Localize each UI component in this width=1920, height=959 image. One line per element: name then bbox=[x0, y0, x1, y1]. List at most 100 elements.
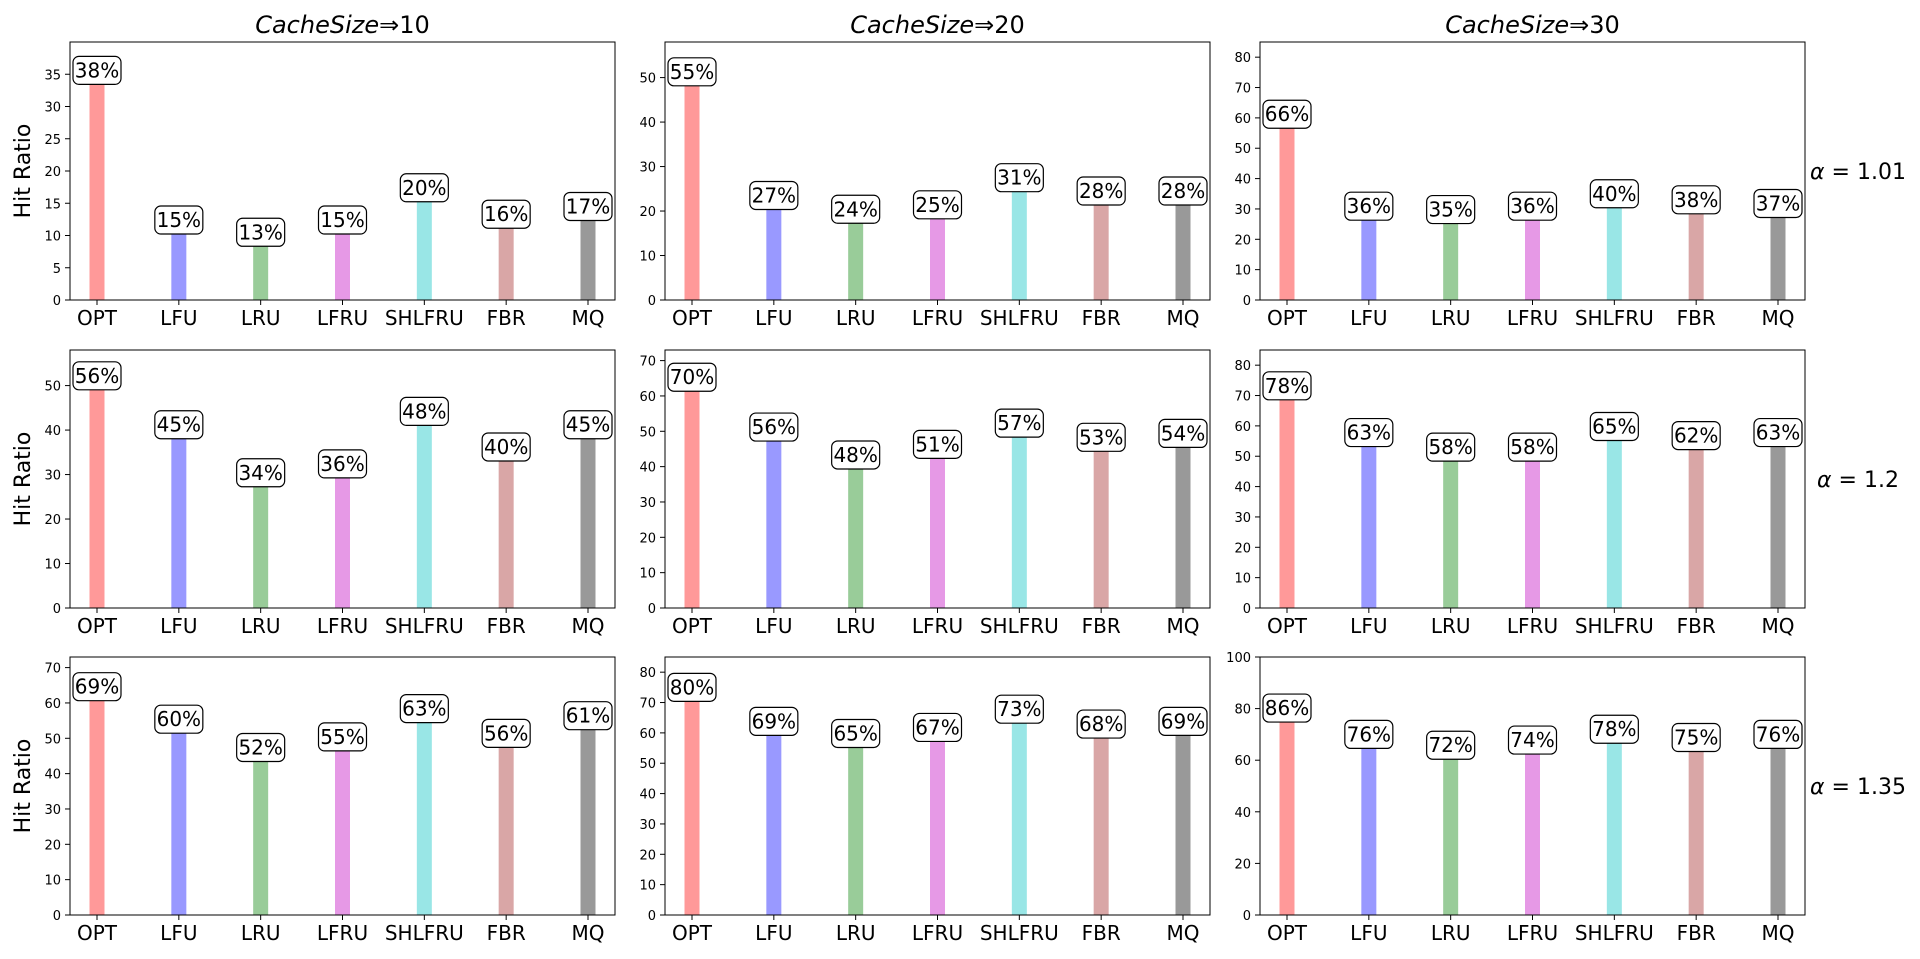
x-tick-label: OPT bbox=[77, 921, 118, 945]
y-tick-label: 30 bbox=[1234, 203, 1251, 218]
bar-shlfru bbox=[416, 708, 432, 915]
data-label: 86% bbox=[1265, 696, 1309, 720]
y-tick-label: 70 bbox=[1234, 82, 1251, 97]
bar-mq bbox=[1770, 432, 1786, 608]
y-tick-label: 80 bbox=[639, 666, 656, 681]
data-label-box bbox=[154, 205, 204, 235]
x-tick-label: FBR bbox=[1677, 614, 1716, 638]
bar-opt bbox=[1279, 114, 1295, 301]
data-label-box bbox=[481, 199, 531, 229]
bar-opt bbox=[89, 70, 105, 300]
bar-opt bbox=[1279, 708, 1295, 915]
y-tick-label: 40 bbox=[639, 116, 656, 131]
data-label: 34% bbox=[238, 461, 282, 485]
x-tick-label: FBR bbox=[487, 614, 526, 638]
x-tick-label: LFRU bbox=[912, 614, 963, 638]
y-axis-label: Hit Ratio bbox=[11, 739, 36, 834]
bar-opt bbox=[1279, 385, 1295, 608]
data-label-box bbox=[1753, 719, 1803, 750]
y-tick-label: 50 bbox=[1234, 450, 1251, 465]
data-label-box bbox=[399, 173, 449, 203]
x-tick-label: LFRU bbox=[1507, 614, 1558, 638]
x-tick-label: SHLFRU bbox=[980, 306, 1059, 330]
x-tick-label: LRU bbox=[241, 306, 281, 330]
y-tick-label: 40 bbox=[639, 461, 656, 476]
bar-opt bbox=[684, 71, 700, 300]
y-tick-label: 60 bbox=[1234, 420, 1251, 435]
bar-mq bbox=[1770, 203, 1786, 300]
bar-lru bbox=[253, 472, 269, 608]
x-tick-label: FBR bbox=[1677, 306, 1716, 330]
bar-opt bbox=[89, 375, 105, 608]
x-tick-label: SHLFRU bbox=[1575, 921, 1654, 945]
bar-lfu bbox=[1361, 432, 1377, 608]
data-label: 15% bbox=[157, 208, 201, 232]
x-tick-label: MQ bbox=[1762, 921, 1795, 945]
y-tick-label: 50 bbox=[639, 425, 656, 440]
data-label-box bbox=[563, 701, 613, 731]
data-label-box bbox=[481, 432, 531, 462]
y-tick-label: 80 bbox=[1234, 703, 1251, 718]
y-tick-label: 20 bbox=[639, 531, 656, 546]
data-label-box bbox=[1344, 417, 1394, 448]
column-title-value: 30 bbox=[1589, 11, 1620, 39]
x-tick-label: MQ bbox=[572, 614, 605, 638]
y-tick-label: 10 bbox=[1234, 264, 1251, 279]
data-label-box bbox=[1158, 418, 1208, 449]
y-tick-label: 0 bbox=[648, 602, 656, 617]
column-title-prefix: CacheSize bbox=[255, 11, 379, 39]
bar-lfu bbox=[766, 721, 782, 915]
x-tick-label: LFU bbox=[755, 921, 792, 945]
data-label: 13% bbox=[238, 220, 282, 244]
data-label-box bbox=[399, 693, 449, 724]
data-label: 52% bbox=[238, 735, 282, 759]
x-tick-label: MQ bbox=[572, 306, 605, 330]
x-tick-label: LRU bbox=[1431, 921, 1471, 945]
bar-lfu bbox=[766, 427, 782, 608]
x-tick-label: LFRU bbox=[1507, 921, 1558, 945]
alpha-equals: = bbox=[1832, 468, 1864, 493]
bar-lfru bbox=[1525, 206, 1540, 300]
alpha-label: α = 1.2 bbox=[1817, 468, 1899, 493]
data-label-box bbox=[749, 412, 799, 442]
data-label: 28% bbox=[1161, 179, 1205, 203]
y-tick-label: 0 bbox=[1243, 294, 1251, 309]
data-label: 55% bbox=[320, 725, 364, 749]
data-label-box bbox=[236, 732, 286, 763]
y-tick-label: 70 bbox=[639, 697, 656, 712]
data-label: 24% bbox=[833, 197, 877, 221]
column-title: CacheSize⇒30 bbox=[1445, 11, 1620, 39]
data-label-box bbox=[317, 449, 368, 479]
data-label: 16% bbox=[484, 202, 528, 226]
y-tick-label: 5 bbox=[53, 262, 61, 277]
y-tick-label: 30 bbox=[44, 101, 61, 116]
y-tick-label: 0 bbox=[648, 294, 656, 309]
y-tick-label: 40 bbox=[1234, 806, 1251, 821]
bar-shlfru bbox=[1011, 177, 1027, 300]
data-label: 69% bbox=[752, 709, 796, 733]
x-tick-label: LFU bbox=[160, 921, 197, 945]
bar-lru bbox=[253, 232, 269, 300]
data-label-box bbox=[1262, 693, 1312, 723]
x-tick-label: LFRU bbox=[317, 614, 368, 638]
x-tick-label: MQ bbox=[1762, 614, 1795, 638]
data-label: 27% bbox=[752, 183, 796, 207]
data-label: 40% bbox=[1592, 182, 1636, 206]
data-label: 55% bbox=[670, 60, 714, 84]
y-tick-label: 40 bbox=[44, 424, 61, 439]
data-label: 66% bbox=[1265, 102, 1309, 126]
bar-mq bbox=[1175, 191, 1191, 300]
y-tick-label: 25 bbox=[44, 133, 61, 148]
data-label-box bbox=[563, 191, 613, 222]
y-tick-label: 60 bbox=[44, 697, 61, 712]
alpha-value: 1.35 bbox=[1857, 775, 1906, 800]
x-tick-label: LRU bbox=[241, 921, 281, 945]
y-tick-label: 40 bbox=[44, 768, 61, 783]
data-label-box bbox=[399, 396, 449, 426]
data-label: 28% bbox=[1079, 179, 1123, 203]
y-tick-label: 70 bbox=[1234, 390, 1251, 405]
data-label: 54% bbox=[1161, 421, 1205, 445]
y-tick-label: 40 bbox=[639, 788, 656, 803]
bar-mq bbox=[580, 715, 596, 915]
